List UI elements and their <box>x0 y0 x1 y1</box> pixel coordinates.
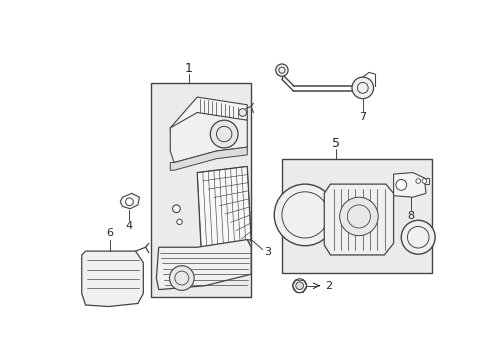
Circle shape <box>296 282 303 289</box>
Polygon shape <box>171 97 247 143</box>
Polygon shape <box>171 147 247 170</box>
Circle shape <box>172 205 180 213</box>
Circle shape <box>396 180 407 190</box>
Circle shape <box>401 220 435 254</box>
Circle shape <box>125 198 133 206</box>
Circle shape <box>239 109 246 116</box>
Text: 7: 7 <box>359 112 367 122</box>
Text: 1: 1 <box>185 62 193 75</box>
Polygon shape <box>197 166 251 247</box>
Circle shape <box>352 77 373 99</box>
Text: 4: 4 <box>126 221 133 231</box>
Text: 2: 2 <box>325 281 332 291</box>
Circle shape <box>416 179 420 183</box>
Bar <box>415 178 429 184</box>
Bar <box>282 159 432 273</box>
Text: 5: 5 <box>332 137 340 150</box>
Text: 6: 6 <box>107 228 114 238</box>
Circle shape <box>276 64 288 76</box>
Polygon shape <box>393 172 426 197</box>
Circle shape <box>422 179 427 183</box>
Text: 8: 8 <box>408 211 415 221</box>
Circle shape <box>210 120 238 148</box>
Circle shape <box>177 219 182 225</box>
Polygon shape <box>120 193 140 209</box>
Circle shape <box>170 266 194 291</box>
Polygon shape <box>82 251 143 306</box>
Polygon shape <box>156 239 251 289</box>
Polygon shape <box>171 112 247 163</box>
Circle shape <box>340 197 378 236</box>
Text: 3: 3 <box>264 247 271 257</box>
Polygon shape <box>324 184 393 255</box>
Bar <box>151 83 251 297</box>
Circle shape <box>293 279 307 293</box>
Circle shape <box>274 184 336 246</box>
